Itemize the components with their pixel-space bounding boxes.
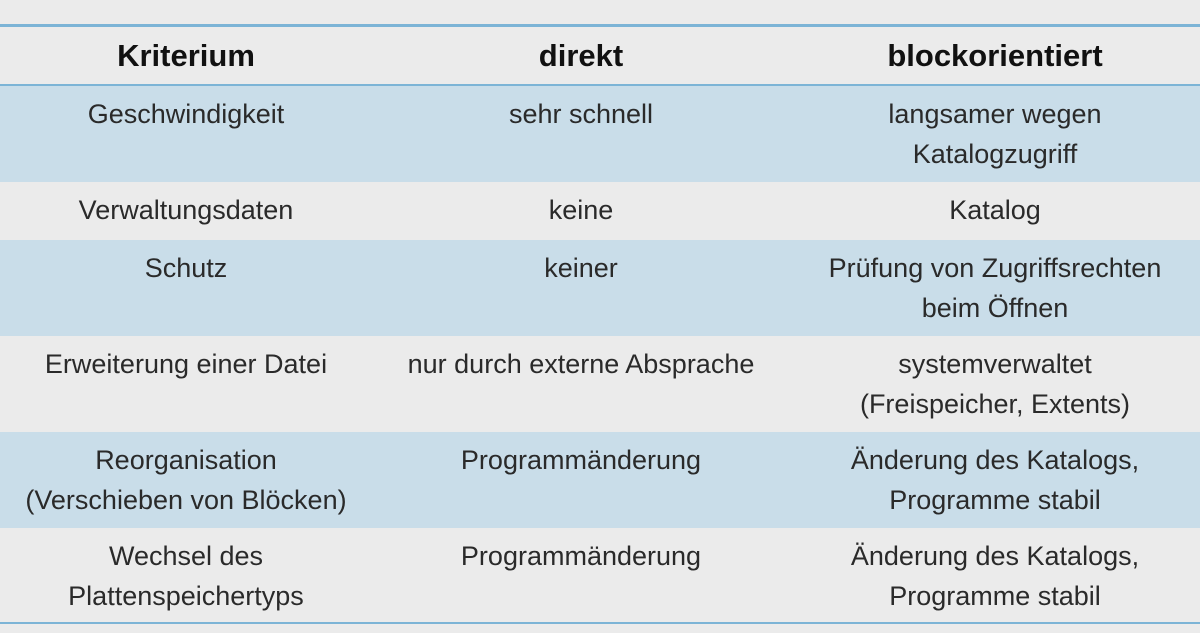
cell-text: Katalog	[949, 195, 1041, 225]
table-row: Verwaltungsdaten keine Katalog	[0, 182, 1200, 240]
cell-blockorientiert: Katalog	[790, 190, 1200, 230]
cell-text: Verwaltungsdaten	[78, 195, 294, 225]
table-row: Erweiterung einer Datei nur durch extern…	[0, 336, 1200, 432]
cell-text: Programmänderung	[460, 445, 702, 475]
cell-text: Änderung des Katalogs,	[850, 541, 1140, 571]
cell-text: keiner	[544, 253, 618, 283]
table-top-rule	[0, 24, 1200, 27]
cell-blockorientiert: langsamer wegen Katalogzugriff	[790, 94, 1200, 174]
table-row: Geschwindigkeit sehr schnell langsamer w…	[0, 86, 1200, 182]
cell-text: nur durch externe Absprache	[407, 349, 755, 379]
table-row: Schutz keiner Prüfung von Zugriffsrechte…	[0, 240, 1200, 336]
cell-text: Programme stabil	[889, 485, 1101, 515]
cell-text: (Freispeicher, Extents)	[859, 389, 1131, 419]
cell-blockorientiert: systemverwaltet (Freispeicher, Extents)	[790, 344, 1200, 424]
header-kriterium: Kriterium	[117, 38, 255, 73]
cell-kriterium: Reorganisation (Verschieben von Blöcken)	[0, 440, 372, 520]
cell-text: keine	[548, 195, 614, 225]
cell-text: Geschwindigkeit	[87, 99, 285, 129]
cell-kriterium: Verwaltungsdaten	[0, 190, 372, 230]
cell-text: (Verschieben von Blöcken)	[25, 485, 347, 515]
cell-direkt: keiner	[372, 248, 790, 288]
table-header-row: Kriterium direkt blockorientiert	[0, 27, 1200, 84]
cell-kriterium: Geschwindigkeit	[0, 94, 372, 134]
cell-kriterium: Erweiterung einer Datei	[0, 344, 372, 384]
cell-text: systemverwaltet	[898, 349, 1092, 379]
cell-text: Prüfung von Zugriffsrechten	[828, 253, 1162, 283]
cell-text: Erweiterung einer Datei	[44, 349, 328, 379]
cell-text: Programme stabil	[889, 581, 1101, 611]
cell-text: Wechsel des	[108, 541, 264, 571]
cell-kriterium: Wechsel des Plattenspeichertyps	[0, 536, 372, 616]
cell-text: Schutz	[144, 253, 228, 283]
table-row: Wechsel des Plattenspeichertyps Programm…	[0, 528, 1200, 622]
table-row: Reorganisation (Verschieben von Blöcken)…	[0, 432, 1200, 528]
cell-text: Änderung des Katalogs,	[850, 445, 1140, 475]
cell-text: Plattenspeichertyps	[68, 581, 304, 611]
header-rule	[0, 84, 1200, 86]
table-bottom-rule	[0, 622, 1200, 624]
cell-text: beim Öffnen	[921, 293, 1069, 323]
cell-direkt: nur durch externe Absprache	[372, 344, 790, 384]
cell-direkt: sehr schnell	[372, 94, 790, 134]
cell-direkt: keine	[372, 190, 790, 230]
header-blockorientiert: blockorientiert	[887, 38, 1103, 73]
cell-blockorientiert: Prüfung von Zugriffsrechten beim Öffnen	[790, 248, 1200, 328]
cell-text: sehr schnell	[508, 99, 654, 129]
cell-text: Reorganisation	[95, 445, 277, 475]
cell-blockorientiert: Änderung des Katalogs, Programme stabil	[790, 440, 1200, 520]
cell-text: Katalogzugriff	[912, 139, 1078, 169]
cell-text: langsamer wegen	[888, 99, 1102, 129]
cell-text: Programmänderung	[460, 541, 702, 571]
header-direkt: direkt	[538, 38, 624, 73]
cell-direkt: Programmänderung	[372, 440, 790, 480]
cell-kriterium: Schutz	[0, 248, 372, 288]
cell-direkt: Programmänderung	[372, 536, 790, 576]
cell-blockorientiert: Änderung des Katalogs, Programme stabil	[790, 536, 1200, 616]
